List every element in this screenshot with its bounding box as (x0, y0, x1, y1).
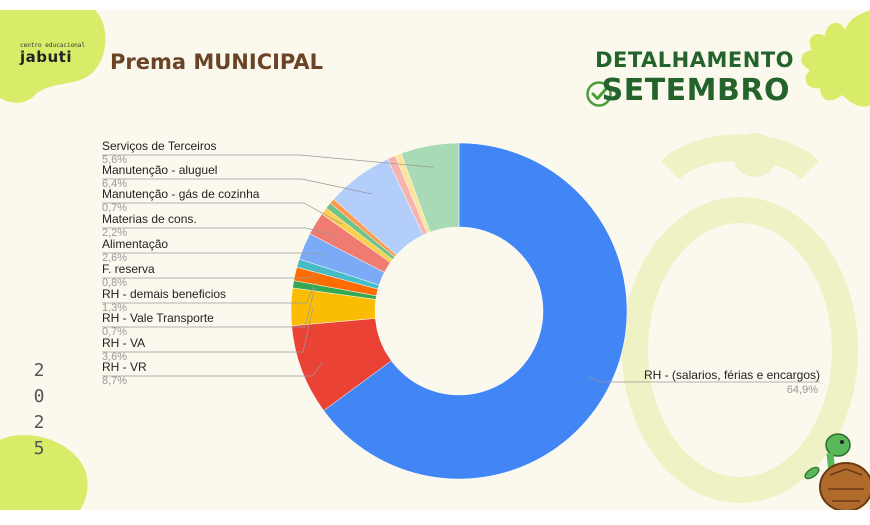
leader-line (102, 178, 372, 195)
leader-line (102, 154, 434, 168)
slice-label: RH - (salarios, férias e encargos) (644, 368, 820, 382)
detail-heading: DETALHAMENTO (595, 48, 794, 72)
slice-label: Manutenção - gás de cozinha (102, 187, 260, 201)
slice-value: 64,9% (787, 384, 818, 396)
top-left-blob (0, 10, 106, 103)
slide: centro educacional jabuti Prema MUNICIPA… (0, 10, 870, 510)
leader-line (102, 252, 325, 256)
slice-label: RH - Vale Transporte (102, 311, 214, 325)
slice-value: 8,7% (102, 375, 127, 387)
leader-line (102, 269, 320, 279)
leader-line (589, 376, 820, 383)
slice-label: RH - VA (102, 336, 145, 350)
slice-label: Serviços de Terceiros (102, 139, 217, 153)
slice-value: 0,8% (102, 277, 127, 289)
page-title: Prema MUNICIPAL (110, 50, 324, 74)
slice-value: 0,7% (102, 202, 127, 214)
logo: jabuti (20, 48, 72, 66)
slice-value: 2,2% (102, 227, 127, 239)
slice-label: Materias de cons. (102, 212, 197, 226)
slice-value: 2,6% (102, 252, 127, 264)
month-heading: SETEMBRO (601, 73, 790, 108)
slice-label: RH - VR (102, 360, 147, 374)
year-digit: 2 (33, 412, 45, 433)
turtle-icon (804, 433, 870, 510)
top-right-leaf (801, 10, 870, 107)
bottom-left-blob (0, 435, 88, 510)
background-turtle-shape (622, 133, 858, 503)
donut-slice (323, 142, 628, 480)
leader-line (102, 287, 316, 328)
leader-line (102, 278, 317, 304)
slice-value: 5,6% (102, 154, 127, 166)
check-circle-icon (586, 81, 612, 107)
year-digit: 0 (33, 386, 45, 407)
year-vertical: 2 0 2 5 (32, 358, 46, 462)
year-digit: 5 (33, 438, 45, 459)
leader-line (102, 362, 323, 377)
slice-label: Alimentação (102, 237, 168, 251)
slice-value: 1,3% (102, 302, 127, 314)
slice-label: RH - demais beneficios (102, 287, 226, 301)
leader-line (102, 227, 335, 236)
slice-value: 3,6% (102, 351, 127, 363)
slice-label: Manutenção - aluguel (102, 163, 217, 177)
donut-chart: RH - (salarios, férias e encargos) 64,9% R… (102, 139, 820, 480)
slice-value: 0,7% (102, 326, 127, 338)
slice-label: F. reserva (102, 262, 155, 276)
logo-subtitle: centro educacional (20, 42, 86, 49)
year-digit: 2 (33, 360, 45, 381)
leader-line (102, 202, 342, 225)
leader-line (102, 307, 314, 353)
slice-value: 6,4% (102, 178, 127, 190)
